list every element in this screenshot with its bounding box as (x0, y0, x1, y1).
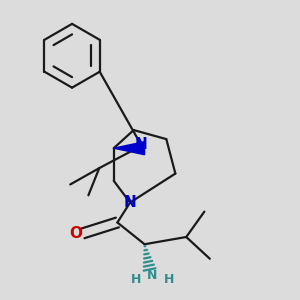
Text: H: H (131, 273, 141, 286)
Text: O: O (69, 226, 82, 241)
Text: H: H (164, 273, 174, 286)
Polygon shape (114, 142, 145, 155)
Text: N: N (147, 269, 157, 282)
Text: N: N (135, 137, 147, 152)
Text: N: N (124, 195, 136, 210)
